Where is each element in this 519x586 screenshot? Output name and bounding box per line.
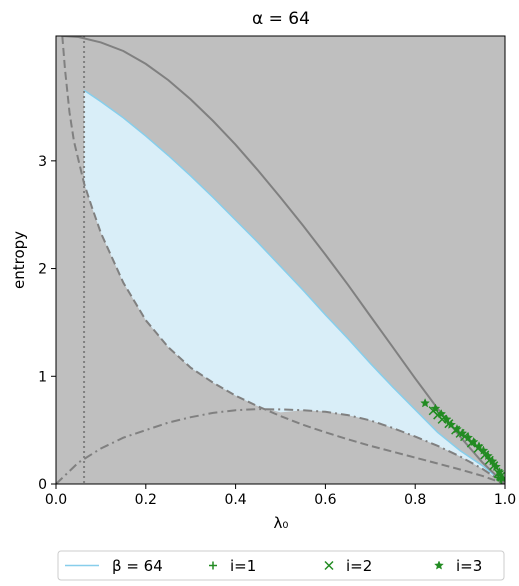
data-point [436, 408, 447, 419]
data-point [446, 419, 457, 429]
legend-item: i=2 [324, 557, 372, 575]
y-axis-label: entropy [10, 231, 28, 289]
legend-marker [209, 561, 217, 570]
legend-item: β = 64 [65, 557, 163, 575]
x-tick-label: 1.0 [494, 492, 516, 508]
data-point [491, 461, 501, 471]
legend-item: i=1 [209, 557, 256, 575]
legend-label: β = 64 [112, 557, 163, 575]
curve-dashed [61, 36, 505, 484]
x-axis-label: λ₀ [274, 514, 289, 532]
data-point [452, 423, 462, 434]
data-point [457, 428, 468, 438]
legend-label: i=3 [456, 557, 482, 575]
y-tick-label: 1 [38, 369, 47, 385]
x-tick-label: 0.0 [45, 492, 67, 508]
data-point [497, 473, 505, 483]
data-point [487, 456, 498, 466]
data-point [468, 436, 479, 447]
plot-area [55, 35, 506, 485]
y-axis: 0 1 2 3 [38, 154, 56, 493]
data-point [430, 403, 441, 413]
data-point [494, 467, 505, 477]
region-upper-edge [83, 89, 505, 484]
x-tick-label: 0.4 [224, 492, 246, 508]
legend: β = 64 i=1 i=2 i=3 [57, 550, 505, 581]
curve-dashdot [56, 408, 505, 484]
legend-box [57, 550, 505, 581]
legend-label: i=1 [230, 557, 256, 575]
legend-label: i=2 [346, 557, 372, 575]
region-fill [84, 90, 505, 484]
data-point [441, 414, 452, 424]
x-tick-label: 0.8 [404, 492, 426, 508]
data-point [420, 398, 431, 408]
curve-solid [62, 36, 505, 484]
y-tick-label: 0 [38, 477, 47, 493]
plot-frame [55, 35, 506, 485]
data-point [478, 445, 489, 455]
y-tick-label: 3 [38, 154, 47, 170]
data-point [474, 441, 484, 451]
legend-marker [324, 560, 334, 571]
y-tick-label: 2 [38, 262, 47, 278]
chart-title: α = 64 [252, 9, 310, 29]
legend-marker [434, 560, 444, 570]
x-axis: 0.0 0.2 0.4 0.6 0.8 1.0 [45, 484, 516, 508]
x-tick-label: 0.6 [314, 492, 336, 508]
legend-item: i=3 [434, 557, 482, 575]
data-point [463, 432, 474, 442]
data-point [483, 450, 493, 461]
x-tick-label: 0.2 [135, 492, 157, 508]
series-i=3 [420, 398, 505, 483]
